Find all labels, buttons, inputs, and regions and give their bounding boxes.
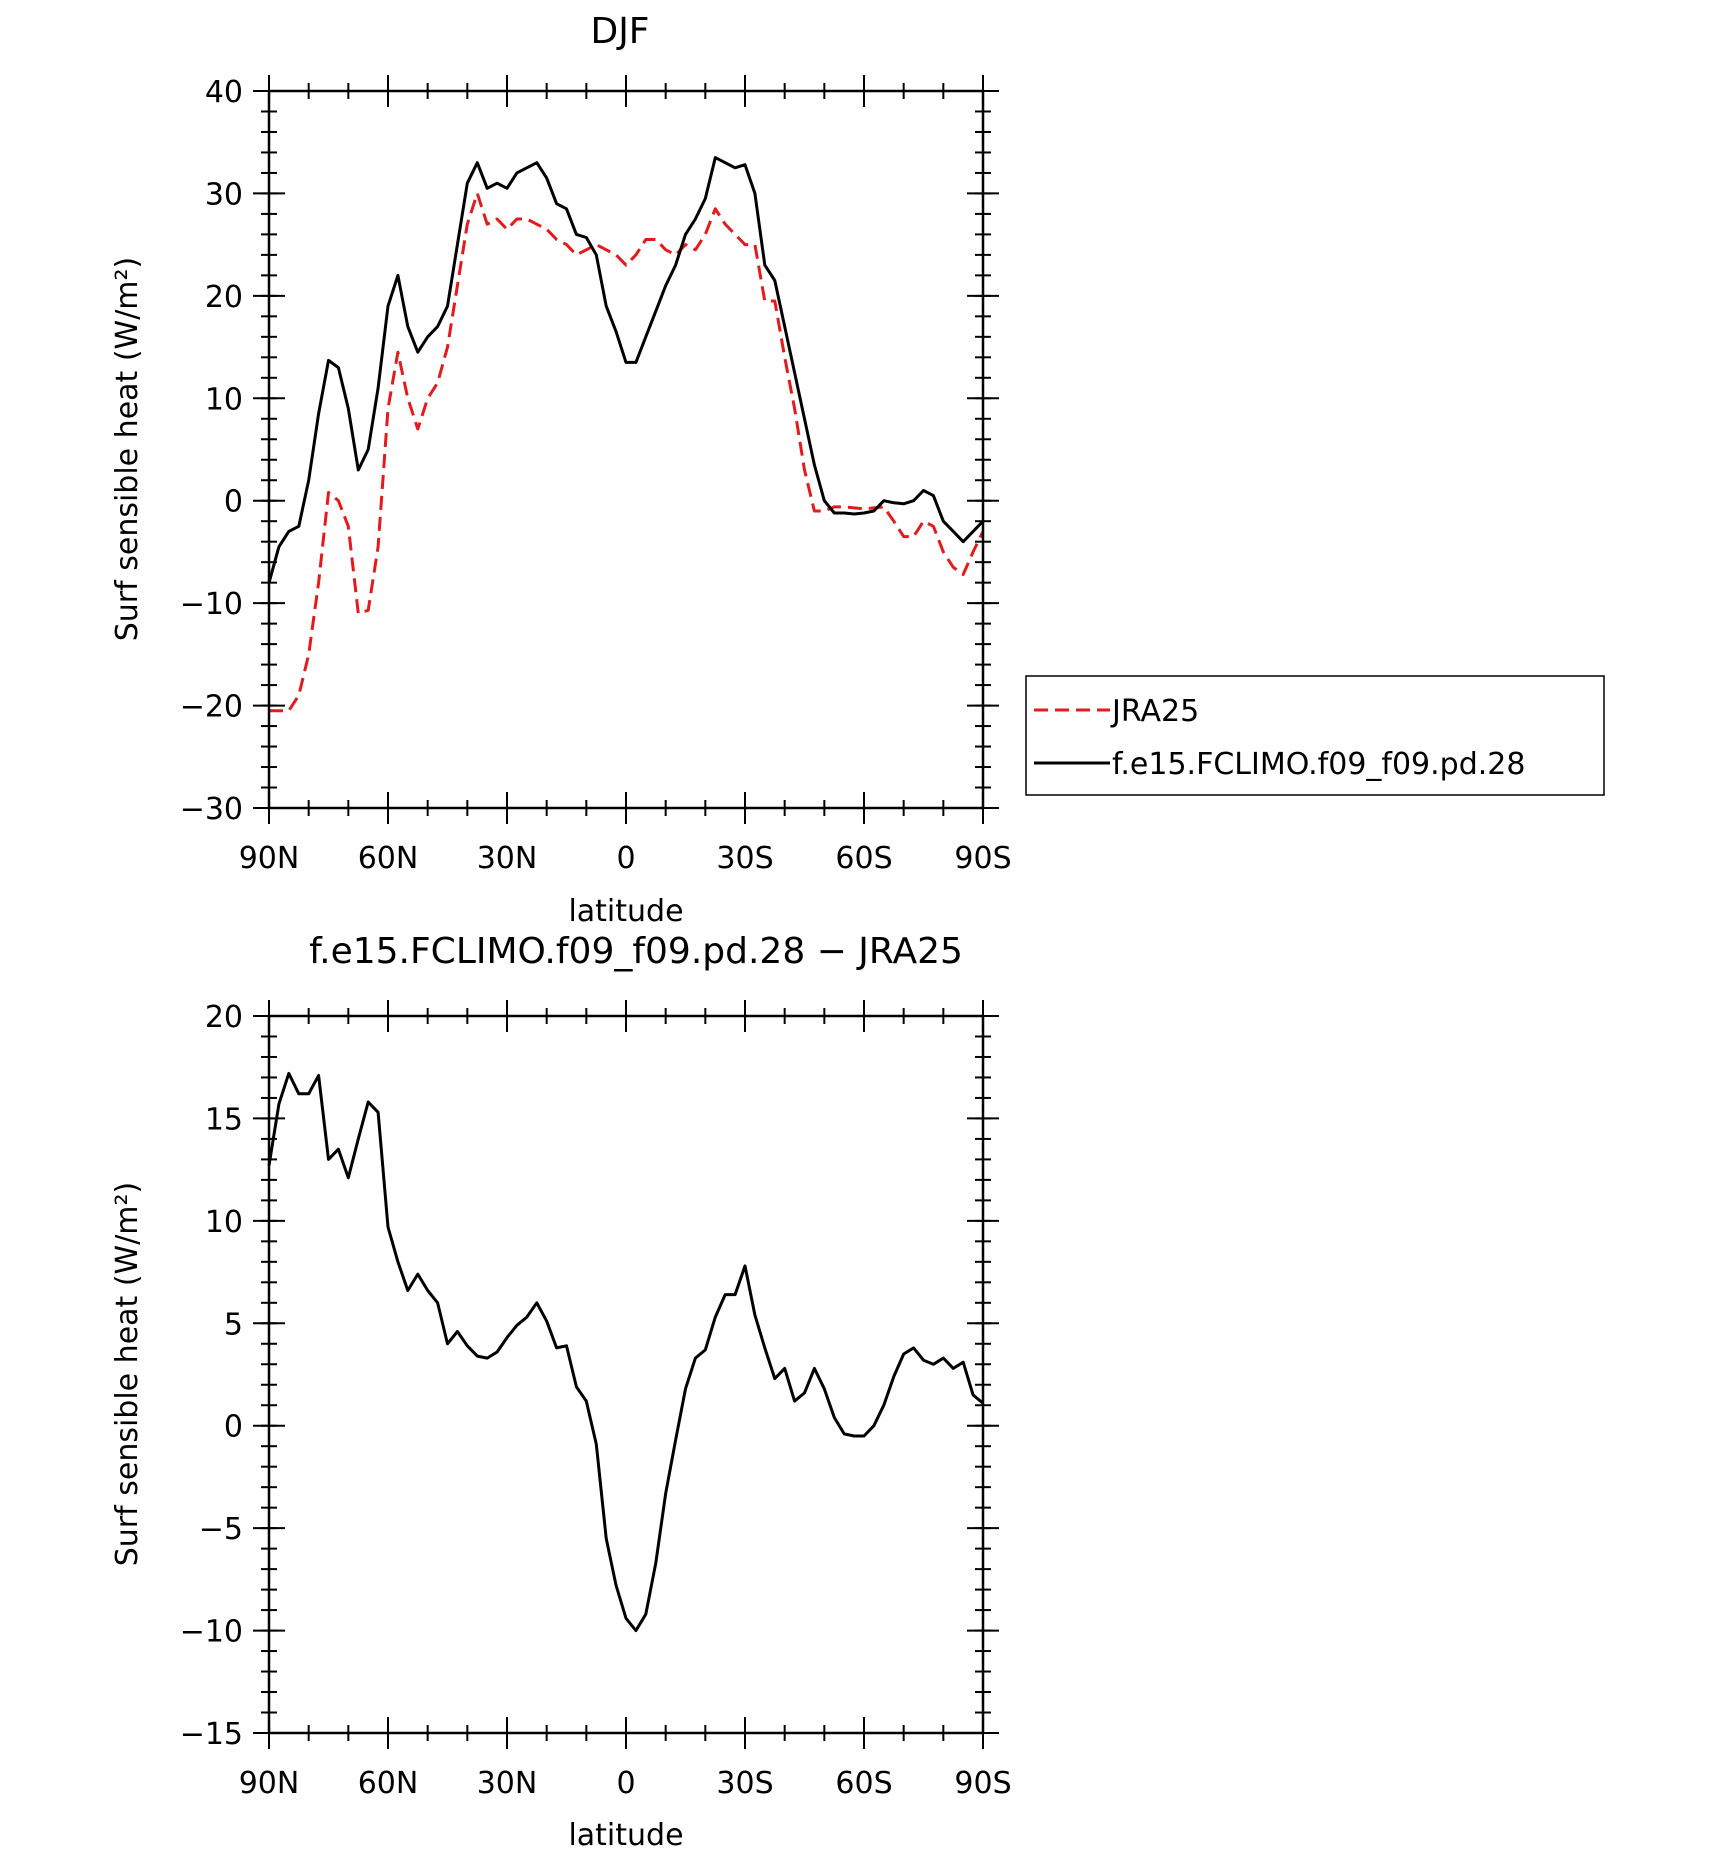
legend-label-model: f.e15.FCLIMO.f09_f09.pd.28 [1112,747,1525,782]
x-tick-label: 0 [616,1766,635,1801]
top-y-axis-label: Surf sensible heat (W/m²) [110,257,145,642]
y-tick-label: −20 [180,690,243,725]
y-tick-label: 20 [205,1000,243,1035]
y-tick-label: −10 [180,1615,243,1650]
y-tick-label: 30 [205,177,243,212]
y-tick-label: 10 [205,382,243,417]
y-tick-label: 5 [224,1307,243,1342]
y-tick-label: −10 [180,587,243,622]
legend: JRA25 f.e15.FCLIMO.f09_f09.pd.28 [1025,675,1605,796]
y-tick-label: 0 [224,485,243,520]
top-x-axis-label: latitude [568,894,683,929]
x-tick-label: 90N [239,1766,300,1801]
series-line-jra25 [269,191,985,713]
x-tick-label: 30N [477,841,538,876]
y-tick-label: 10 [205,1205,243,1240]
x-tick-label: 30N [477,1766,538,1801]
y-tick-label: −5 [199,1512,243,1547]
difference-series-line [267,1071,984,1633]
y-tick-label: 0 [224,1410,243,1445]
top-series-lines [267,156,985,713]
bottom-panel: f.e15.FCLIMO.f09_f09.pd.28 − JRA25 −15−1… [110,931,1012,1850]
y-tick-label: 40 [205,75,243,110]
y-tick-label: 20 [205,280,243,315]
top-plot-frame [267,89,985,810]
bottom-title: f.e15.FCLIMO.f09_f09.pd.28 − JRA25 [309,931,963,972]
x-tick-label: 90S [954,841,1011,876]
x-tick-label: 30S [716,1766,773,1801]
top-title: DJF [590,11,649,52]
y-tick-label: −15 [180,1717,243,1752]
bottom-x-tick-labels: 90N 60N 30N 0 30S 60S 90S [239,1766,1012,1801]
legend-label-jra25: JRA25 [1110,694,1199,729]
y-tick-label: 15 [205,1102,243,1137]
x-tick-label: 30S [716,841,773,876]
x-tick-label: 90N [239,841,300,876]
bottom-x-axis-label: latitude [568,1818,683,1850]
x-tick-label: 0 [616,841,635,876]
x-tick-label: 60S [835,1766,892,1801]
y-tick-label: −30 [180,792,243,827]
top-y-tick-labels: −30 −20 −10 0 10 20 30 40 [180,75,243,827]
bottom-series-lines [267,1071,984,1633]
top-x-tick-labels: 90N 60N 30N 0 30S 60S 90S [239,841,1012,876]
bottom-plot-frame [267,1014,985,1735]
bottom-y-axis-label: Surf sensible heat (W/m²) [110,1182,145,1567]
legend-box [1025,675,1605,796]
x-tick-label: 90S [954,1766,1011,1801]
x-tick-label: 60N [358,841,419,876]
x-tick-label: 60S [835,841,892,876]
series-line-f-e15-fclimo-f09-f09-pd-28 [267,156,985,584]
x-tick-label: 60N [358,1766,419,1801]
bottom-y-tick-labels: −15 −10 −5 0 5 10 15 20 [180,1000,243,1752]
top-ticks [253,75,999,824]
